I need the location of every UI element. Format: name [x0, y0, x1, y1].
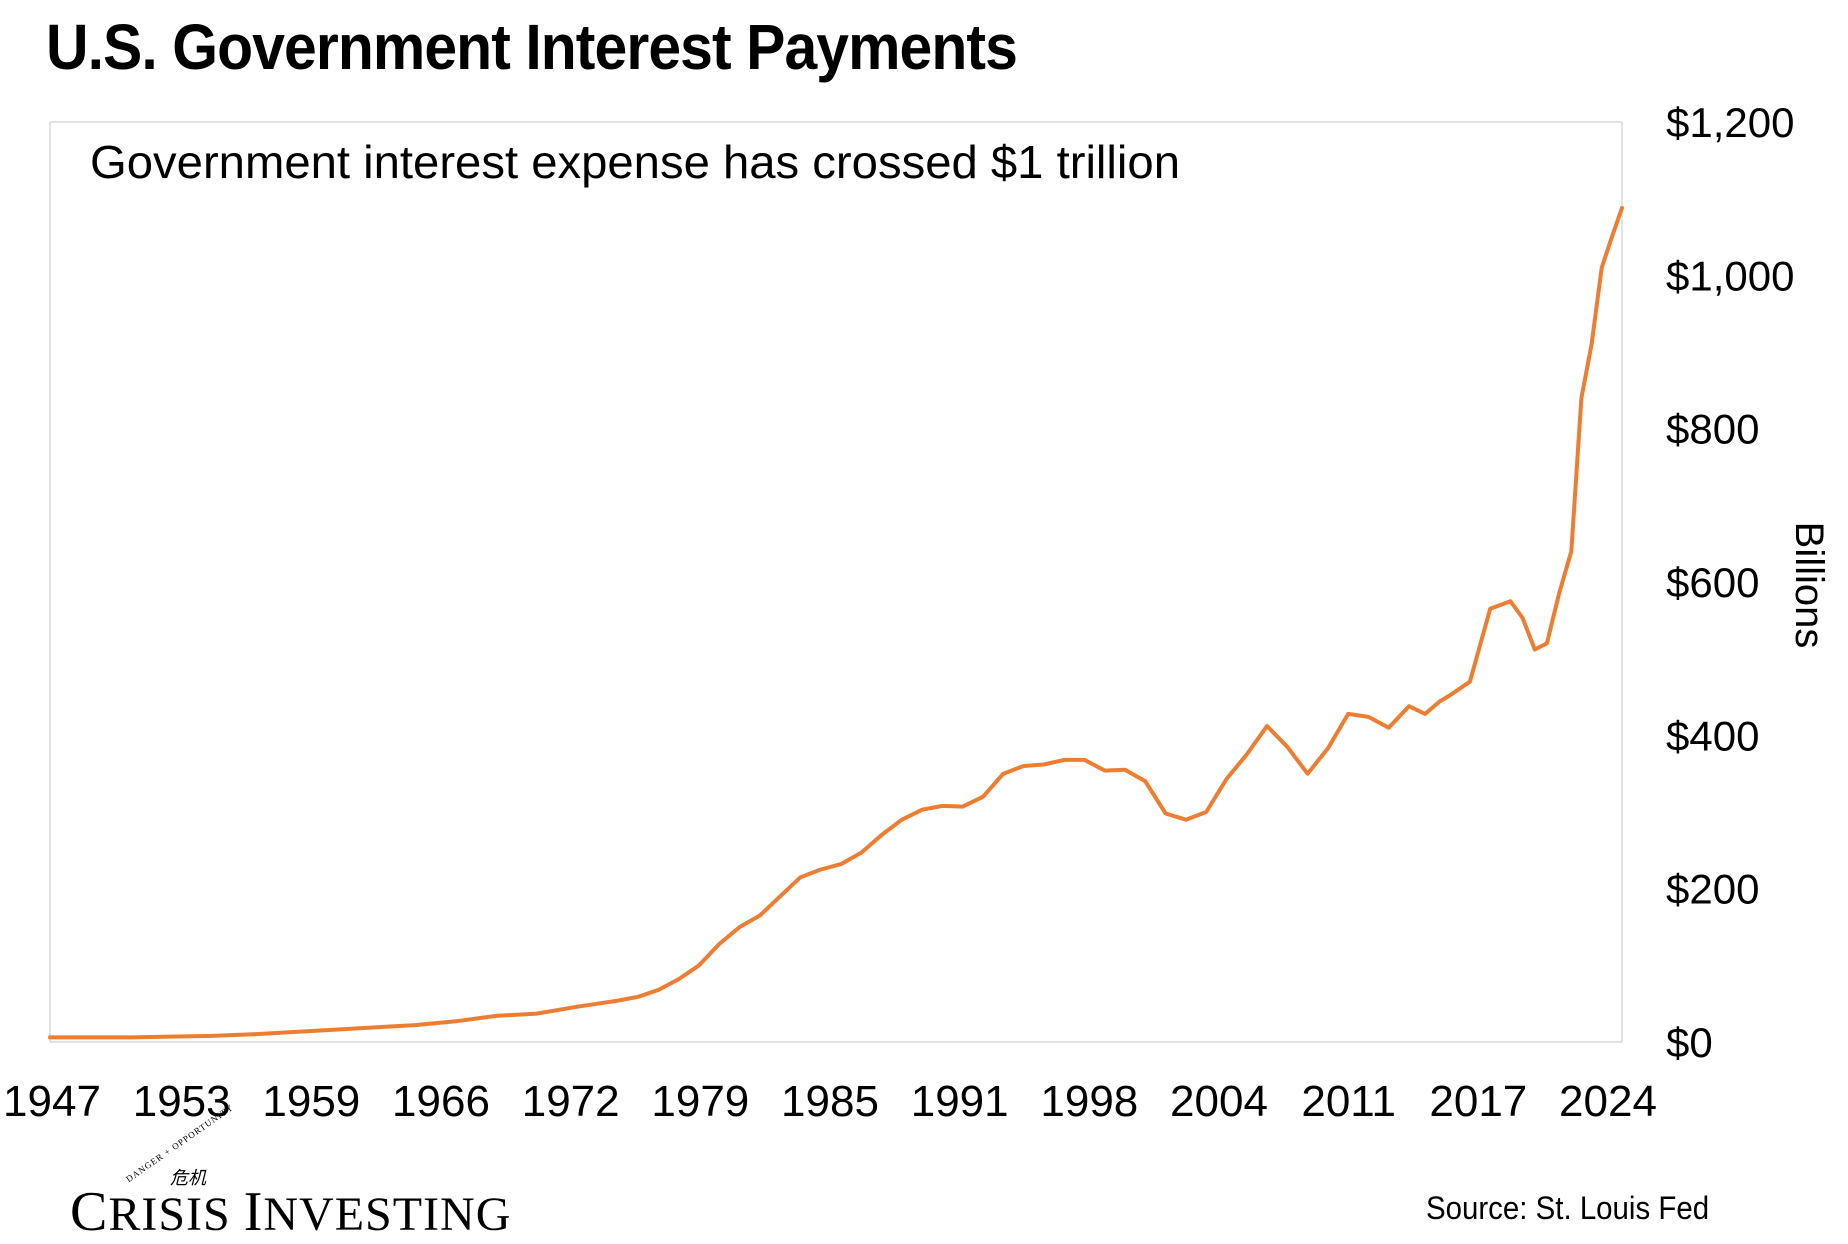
plot-frame — [49, 121, 1623, 1043]
y-tick-label: $1,200 — [1666, 99, 1794, 146]
chart-annotation: Government interest expense has crossed … — [90, 136, 1180, 188]
page-title: U.S. Government Interest Payments — [46, 11, 1018, 83]
y-tick-label: $0 — [1666, 1019, 1713, 1066]
x-tick-label: 1966 — [392, 1077, 490, 1126]
x-tick-label: 1972 — [522, 1077, 620, 1126]
x-tick-label: 1998 — [1040, 1077, 1138, 1126]
x-tick-label: 2011 — [1301, 1077, 1396, 1126]
crisis-investing-logo: DANGER + OPPORTUNITY 危机 CRISIS INVESTING — [70, 1102, 530, 1243]
x-tick-label: 1959 — [262, 1077, 360, 1126]
y-tick-label: $1,000 — [1666, 252, 1794, 299]
x-tick-label: 1979 — [651, 1077, 749, 1126]
x-tick-label: 1947 — [3, 1077, 101, 1126]
interest-payments-line — [48, 205, 1624, 1040]
x-tick-label: 2024 — [1559, 1077, 1657, 1126]
y-tick-label: $800 — [1666, 406, 1759, 453]
x-tick-label: 2017 — [1429, 1077, 1527, 1126]
y-tick-label: $600 — [1666, 559, 1759, 606]
x-tick-label: 2004 — [1170, 1077, 1268, 1126]
x-tick-label: 1991 — [911, 1077, 1009, 1126]
logo-mark: 危机 — [170, 1168, 206, 1189]
logo-wordmark: CRISIS INVESTING — [70, 1181, 512, 1243]
line-chart: Government interest expense has crossed … — [3, 99, 1831, 1126]
y-axis-tick-labels: $0 $200 $400 $600 $800 $1,000 $1,200 — [1666, 99, 1794, 1066]
y-axis-label: Billions — [1787, 522, 1831, 649]
x-axis-tick-labels: 1947 1953 1959 1966 1972 1979 1985 1991 1998 2004… — [3, 1077, 1657, 1126]
x-tick-label: 1985 — [781, 1077, 879, 1126]
y-tick-label: $200 — [1666, 866, 1759, 913]
y-tick-label: $400 — [1666, 712, 1759, 759]
x-tick-label: 1953 — [133, 1077, 231, 1126]
source-note: Source: St. Louis Fed — [1426, 1190, 1710, 1226]
